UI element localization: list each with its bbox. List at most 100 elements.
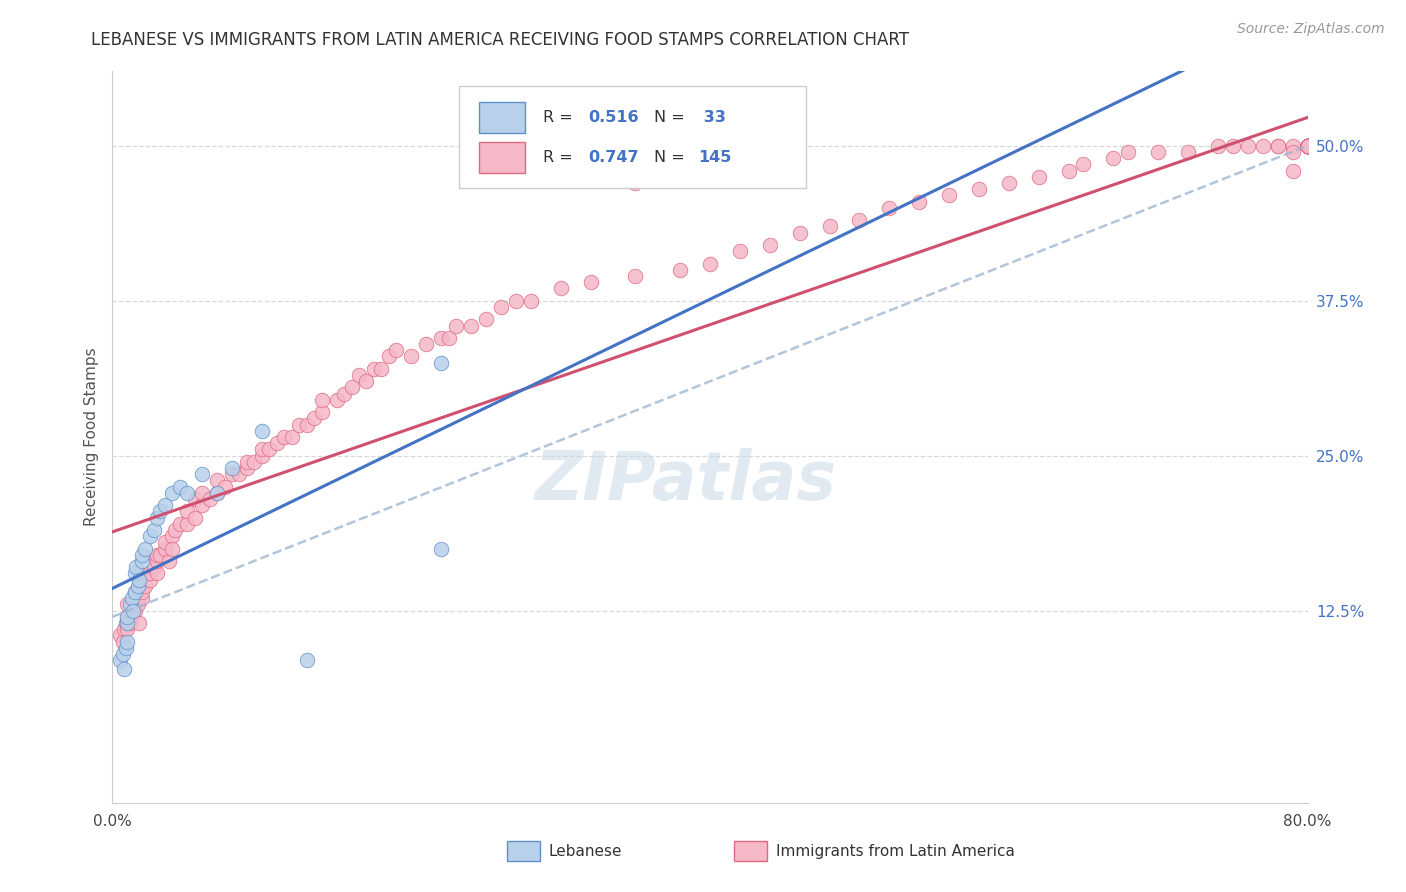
- Point: [131, 585, 153, 599]
- Point: [111, 647, 134, 661]
- Point: [117, 615, 139, 630]
- Point: [1296, 138, 1319, 153]
- Text: Lebanese: Lebanese: [548, 844, 623, 859]
- Point: [236, 455, 259, 469]
- Text: 0.747: 0.747: [588, 150, 638, 165]
- Point: [250, 424, 273, 438]
- Point: [108, 653, 131, 667]
- Point: [401, 350, 423, 364]
- Point: [124, 585, 146, 599]
- Point: [115, 640, 138, 655]
- Point: [146, 554, 169, 568]
- Point: [789, 226, 811, 240]
- Point: [120, 615, 142, 630]
- Point: [162, 486, 183, 500]
- Point: [848, 213, 870, 227]
- Point: [1296, 138, 1319, 153]
- Y-axis label: Receiving Food Stamps: Receiving Food Stamps: [83, 348, 98, 526]
- Text: 145: 145: [699, 150, 731, 165]
- Point: [378, 350, 401, 364]
- Point: [169, 516, 191, 531]
- Point: [243, 455, 266, 469]
- Point: [127, 579, 149, 593]
- Point: [146, 548, 169, 562]
- Point: [205, 486, 228, 500]
- FancyBboxPatch shape: [479, 102, 524, 133]
- Text: 0.516: 0.516: [588, 110, 638, 125]
- Point: [1296, 138, 1319, 153]
- Point: [1057, 163, 1080, 178]
- Point: [288, 417, 311, 432]
- Point: [111, 634, 134, 648]
- Point: [131, 554, 153, 568]
- Point: [250, 449, 273, 463]
- Point: [1296, 138, 1319, 153]
- Point: [1296, 138, 1319, 153]
- Point: [938, 188, 960, 202]
- Text: ZIPatlas: ZIPatlas: [536, 448, 837, 514]
- Point: [117, 598, 139, 612]
- Point: [124, 598, 146, 612]
- Point: [259, 442, 281, 457]
- Point: [1102, 151, 1125, 165]
- Point: [505, 293, 527, 308]
- Point: [967, 182, 990, 196]
- Point: [114, 662, 135, 676]
- Point: [139, 566, 162, 581]
- Point: [176, 504, 198, 518]
- Point: [302, 411, 325, 425]
- Point: [162, 529, 183, 543]
- Point: [430, 331, 453, 345]
- Point: [131, 548, 153, 562]
- Point: [108, 628, 131, 642]
- Point: [1296, 138, 1319, 153]
- Point: [1296, 138, 1319, 153]
- Point: [1177, 145, 1199, 159]
- Point: [1296, 138, 1319, 153]
- Point: [1296, 138, 1319, 153]
- Point: [879, 201, 901, 215]
- Point: [1296, 138, 1319, 153]
- Point: [669, 262, 692, 277]
- Point: [149, 548, 172, 562]
- Point: [1296, 138, 1319, 153]
- Text: Immigrants from Latin America: Immigrants from Latin America: [776, 844, 1015, 859]
- Point: [1281, 163, 1303, 178]
- Point: [1296, 138, 1319, 153]
- Point: [153, 498, 176, 512]
- Point: [191, 486, 214, 500]
- Text: N =: N =: [654, 150, 685, 165]
- Point: [699, 256, 721, 270]
- Point: [124, 566, 146, 581]
- Point: [356, 374, 378, 388]
- Point: [311, 392, 333, 407]
- Point: [143, 560, 166, 574]
- Point: [1296, 138, 1319, 153]
- Point: [221, 467, 243, 482]
- Point: [128, 573, 150, 587]
- Point: [444, 318, 467, 333]
- Point: [437, 331, 460, 345]
- Point: [131, 591, 153, 606]
- Point: [205, 486, 228, 500]
- Point: [120, 598, 142, 612]
- Point: [1296, 138, 1319, 153]
- Point: [385, 343, 408, 358]
- Point: [143, 523, 166, 537]
- Point: [363, 362, 385, 376]
- Point: [191, 498, 214, 512]
- FancyBboxPatch shape: [734, 841, 768, 862]
- Point: [818, 219, 841, 234]
- Point: [214, 480, 236, 494]
- Point: [165, 523, 187, 537]
- Point: [139, 573, 162, 587]
- Point: [1147, 145, 1170, 159]
- Point: [728, 244, 751, 259]
- Point: [149, 504, 172, 518]
- Point: [205, 474, 228, 488]
- Point: [1296, 138, 1319, 153]
- Point: [121, 591, 143, 606]
- Point: [1251, 138, 1274, 153]
- Point: [115, 615, 138, 630]
- Point: [475, 312, 498, 326]
